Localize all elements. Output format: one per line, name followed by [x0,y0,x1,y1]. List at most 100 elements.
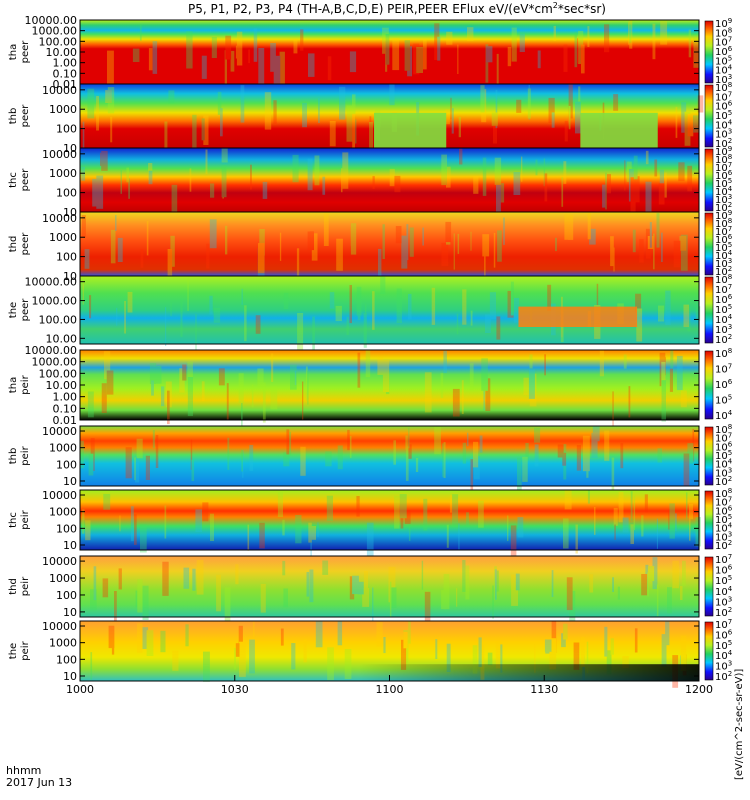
texture-streak [449,495,455,513]
texture-streak [462,289,467,325]
texture-streak [421,560,424,590]
texture-streak [127,291,133,313]
texture-streak [693,37,700,68]
texture-streak [192,114,197,149]
texture-streak [680,234,688,271]
texture-streak [148,163,153,180]
ytick-label: 10 [63,670,77,683]
texture-streak [180,298,183,337]
panel-species-label: peer [20,232,31,256]
texture-streak [134,514,137,545]
texture-streak [491,112,498,126]
colorbar-tick: 107 [715,553,732,566]
texture-streak [378,248,382,282]
spectrogram-thd-peir [80,556,699,617]
texture-streak [683,453,690,486]
time-tick-label: 1130 [530,683,558,696]
ytick-label: 1000 [49,103,77,116]
panel-species-label: peer [20,168,31,192]
texture-streak [271,353,274,382]
texture-streak [465,565,470,600]
texture-streak [689,504,693,520]
texture-streak [270,43,276,72]
texture-streak [470,310,473,326]
texture-streak [117,237,123,262]
ytick-label: 100 [56,522,77,535]
texture-streak [317,522,319,538]
texture-streak [240,85,245,123]
low-flux-interval [374,112,447,148]
texture-streak [422,227,424,246]
ytick-label: 10000 [42,555,77,568]
texture-streak [555,237,557,252]
texture-streak [483,386,485,411]
texture-streak [423,498,428,531]
texture-streak [149,363,157,384]
texture-streak [695,517,701,547]
colorbar-tick: 103 [715,530,732,543]
ytick-label: 0.01 [53,78,78,91]
texture-streak [517,517,524,538]
colorbar-the-peir [704,621,714,681]
texture-streak [435,639,438,659]
texture-streak [537,50,541,69]
texture-streak [103,493,111,510]
time-tick-label: 1200 [685,683,713,696]
texture-streak [82,283,84,305]
texture-streak [592,426,600,442]
texture-streak [357,352,361,388]
ytick-label: 10000.00 [25,14,78,27]
texture-streak [629,20,633,49]
texture-streak [148,48,153,71]
texture-streak [185,624,189,647]
texture-streak [416,46,423,73]
texture-streak [630,491,633,521]
texture-streak [145,455,150,480]
colorbar-tick: 108 [715,273,732,286]
texture-streak [187,361,193,392]
texture-streak [519,33,525,52]
texture-streak [563,623,568,640]
texture-streak [446,166,451,188]
chart-title: P5, P1, P2, P3, P4 (TH-A,B,C,D,E) PEIR,P… [188,1,606,16]
texture-streak [222,178,224,199]
texture-streak [687,443,694,464]
texture-streak [507,515,509,541]
texture-streak [507,46,512,67]
texture-streak [376,622,383,647]
colorbar-tick: 105 [715,109,732,122]
texture-streak [665,290,671,325]
texture-streak [695,306,701,321]
texture-streak [613,507,618,526]
texture-streak [644,494,648,513]
texture-streak [393,440,396,465]
texture-streak [81,215,86,238]
texture-streak [680,635,687,671]
texture-streak [90,438,95,471]
colorbar-tick: 103 [715,323,732,336]
colorbar-tick: 109 [715,145,732,158]
texture-streak [302,102,307,128]
ytick-label: 10000 [42,148,77,161]
colorbar-tick: 103 [715,595,732,608]
texture-streak [195,509,202,532]
texture-streak [339,86,346,120]
ytick-label: 10 [63,606,77,619]
texture-streak [164,121,168,150]
texture-streak [283,292,289,309]
texture-streak [257,248,265,284]
texture-streak [479,435,483,453]
colorbar-tick: 102 [715,201,732,214]
texture-streak [425,591,429,618]
texture-streak [283,588,288,608]
texture-streak [686,492,688,520]
texture-streak [101,383,107,413]
texture-streak [561,633,566,648]
texture-streak [164,505,167,539]
texture-streak [241,91,244,107]
texture-streak [496,316,501,340]
texture-streak [356,496,360,517]
texture-streak [395,226,402,244]
texture-streak [494,569,497,600]
